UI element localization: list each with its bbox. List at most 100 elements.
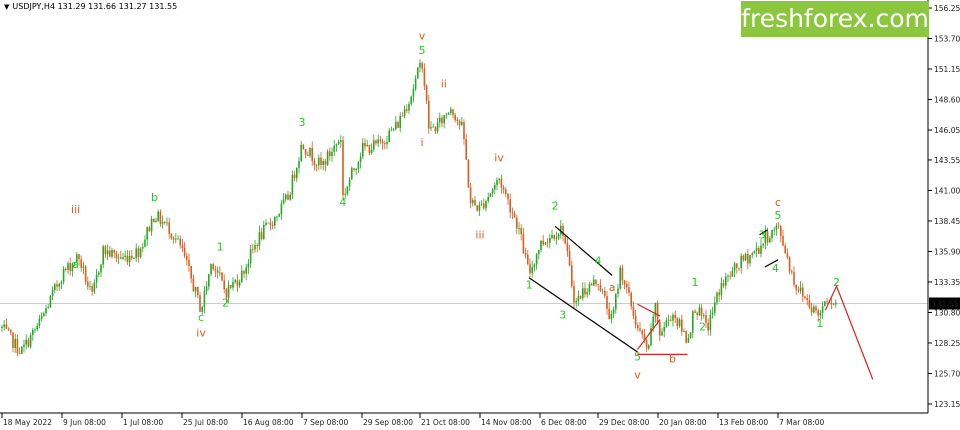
candle-body xyxy=(674,314,676,319)
candle-body xyxy=(269,222,272,226)
candle-body xyxy=(447,112,450,115)
candle-body xyxy=(276,216,278,218)
candle-body xyxy=(786,253,789,258)
candle-body xyxy=(749,255,751,264)
wave-label: iii xyxy=(71,203,80,216)
candle-body xyxy=(425,85,428,101)
candle-body xyxy=(23,344,25,347)
candle-body xyxy=(124,255,126,258)
candle-body xyxy=(109,250,111,257)
time-tick-label: 7 Mar 08:00 xyxy=(779,418,825,427)
candle-body xyxy=(667,319,670,321)
candle-body xyxy=(815,306,817,311)
wave-label: 2 xyxy=(222,296,229,309)
candle-body xyxy=(601,290,604,292)
candle-body xyxy=(49,296,52,308)
candle-body xyxy=(452,109,454,116)
candle-body xyxy=(230,285,232,288)
current-price-marker: 131.55 xyxy=(929,297,960,310)
candle-body xyxy=(225,289,228,298)
price-tick-label: 156.25 xyxy=(934,4,960,13)
candle-body xyxy=(802,287,804,297)
candle-body xyxy=(7,328,10,330)
candle-body xyxy=(120,257,122,259)
dropdown-triangle-icon[interactable]: ▼ xyxy=(4,3,10,11)
candle-body xyxy=(227,285,230,298)
candle-body xyxy=(298,161,300,168)
price-axis: 156.25 153.70 151.15 148.60 146.05 143.55 141.… xyxy=(927,0,960,413)
candle-body xyxy=(729,275,731,277)
time-tick-label: 16 Aug 08:00 xyxy=(243,418,294,427)
wave-label: v xyxy=(419,30,426,43)
candle-body xyxy=(190,266,192,279)
candle-body xyxy=(188,259,190,267)
candle-body xyxy=(175,238,177,240)
candle-body xyxy=(29,334,32,347)
candle-body xyxy=(197,286,199,296)
wave-label: 1 xyxy=(217,240,224,253)
candle-body xyxy=(309,147,311,156)
candle-body xyxy=(102,246,104,265)
candle-body xyxy=(179,238,181,246)
candle-body xyxy=(212,264,214,270)
candle-body xyxy=(122,257,124,259)
candle-body xyxy=(630,292,632,307)
candle-body xyxy=(439,117,441,123)
candle-body xyxy=(137,248,140,258)
candle-body xyxy=(573,285,575,303)
candle-body xyxy=(586,292,588,295)
candle-body xyxy=(698,307,701,316)
candle-body xyxy=(835,302,837,305)
candle-body xyxy=(742,255,745,261)
candle-body xyxy=(456,119,459,121)
candle-body xyxy=(626,284,628,288)
candle-body xyxy=(54,284,56,291)
candle-body xyxy=(157,211,159,221)
price-tick-label: 128.25 xyxy=(934,339,960,348)
candle-body xyxy=(478,204,481,211)
candle-body xyxy=(722,283,725,286)
candle-body xyxy=(368,144,371,153)
candle-body xyxy=(489,193,492,198)
symbol-header: ▼ USDJPY,H4 131.29 131.66 131.27 131.55 xyxy=(4,2,177,11)
candle-body xyxy=(505,189,507,194)
wave-label: 4 xyxy=(595,255,602,268)
candle-body xyxy=(355,168,357,171)
candle-body xyxy=(500,178,503,188)
candle-body xyxy=(205,286,208,292)
candle-body xyxy=(615,293,617,310)
time-tick-label: 29 Sep 08:00 xyxy=(363,418,413,427)
candle-body xyxy=(172,237,175,240)
trend-line xyxy=(637,303,661,317)
candle-body xyxy=(194,286,197,292)
candle-body xyxy=(106,250,109,255)
wave-label: i xyxy=(420,136,423,149)
candle-body xyxy=(159,211,162,224)
candle-body xyxy=(278,214,280,217)
wave-label: iii xyxy=(475,228,484,241)
candle-body xyxy=(443,115,445,124)
wave-label: 1 xyxy=(692,276,699,289)
candle-body xyxy=(142,246,144,249)
candle-body xyxy=(311,147,313,162)
candle-body xyxy=(564,236,566,244)
candle-body xyxy=(282,199,285,204)
candle-body xyxy=(582,288,584,299)
candle-body xyxy=(344,193,346,195)
candle-body xyxy=(326,151,329,165)
candle-body xyxy=(177,238,179,240)
candle-body xyxy=(632,306,635,316)
candle-body xyxy=(529,263,531,274)
candle-body xyxy=(566,243,569,252)
candle-body xyxy=(718,292,720,296)
candle-body xyxy=(95,274,98,283)
candle-body xyxy=(628,287,630,293)
candle-body xyxy=(386,141,388,145)
candle-body xyxy=(516,217,518,229)
candle-body xyxy=(683,331,685,332)
candle-body xyxy=(661,331,663,336)
candle-body xyxy=(58,283,60,287)
candle-body xyxy=(155,220,157,223)
time-tick-label: 18 May 2022 xyxy=(3,418,52,427)
